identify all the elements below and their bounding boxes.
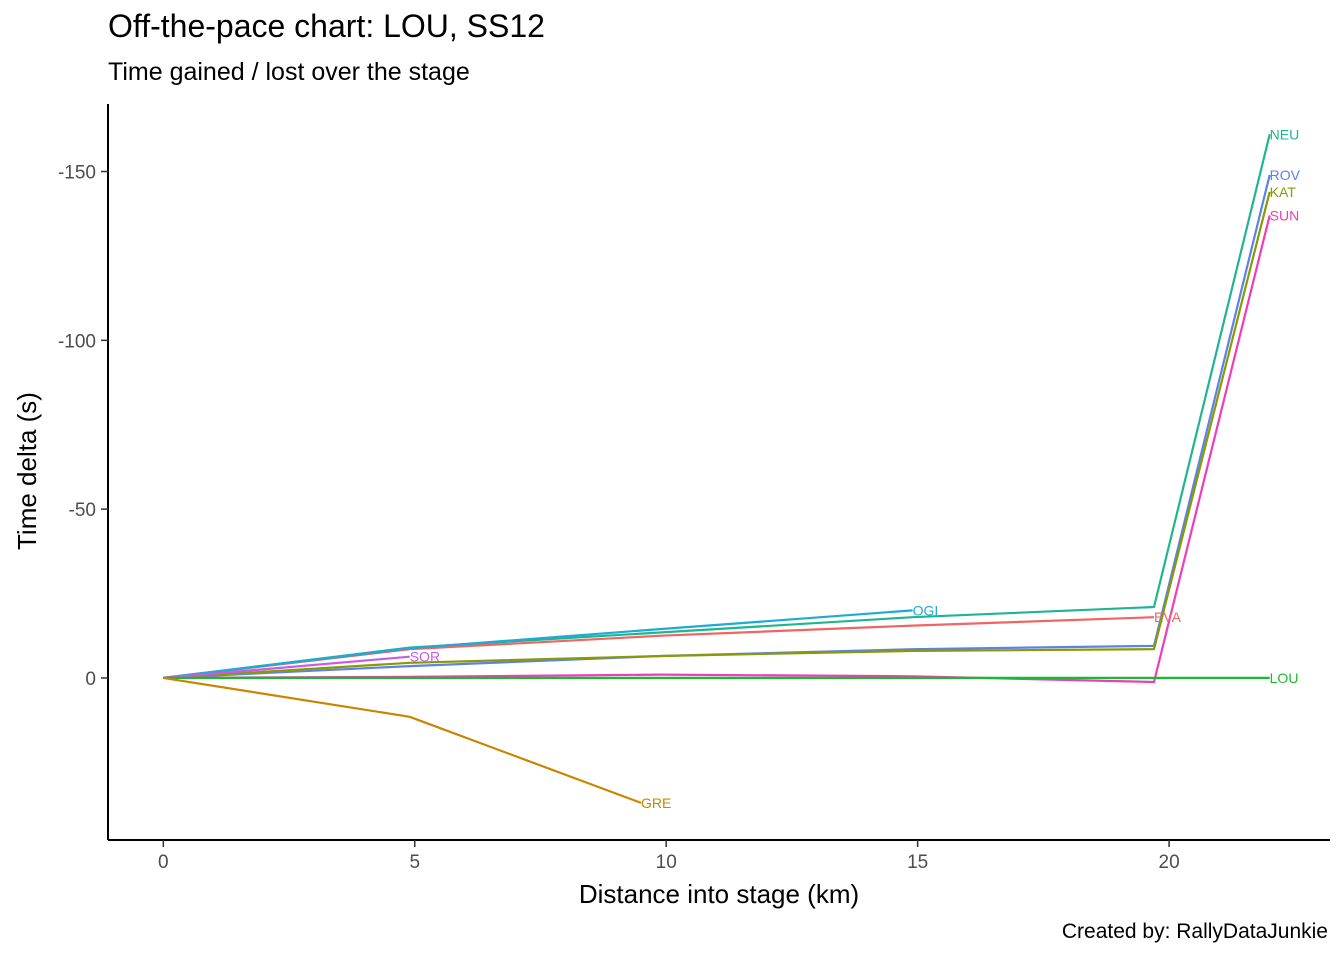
- y-tick-label: -150: [58, 163, 96, 184]
- y-tick-label: -50: [69, 500, 96, 521]
- chart-caption: Created by: RallyDataJunkie: [1061, 920, 1328, 943]
- series-line-gre: [163, 676, 642, 804]
- x-tick-label: 10: [656, 852, 677, 873]
- series-line-sor: [163, 655, 410, 679]
- y-axis-title: Time delta (s): [12, 392, 42, 550]
- series-label-sun: SUN: [1270, 207, 1300, 223]
- y-tick-label: -100: [58, 331, 96, 352]
- series-label-rov: ROV: [1270, 167, 1301, 183]
- series-label-sor: SOR: [410, 649, 440, 665]
- series-label-ogi: OGI: [913, 602, 939, 618]
- axes: 0 5 10 15 20 -150 -100 -50 0: [58, 104, 1330, 873]
- series-label-kat: KAT: [1270, 184, 1297, 200]
- series-label-lou: LOU: [1270, 670, 1299, 686]
- x-tick-label: 0: [158, 852, 169, 873]
- series-label-eva: EVA: [1154, 609, 1182, 625]
- x-tick-label: 5: [409, 852, 420, 873]
- series-line-rov: [163, 174, 1271, 679]
- series-line-neu: [163, 134, 1271, 679]
- chart-subtitle: Time gained / lost over the stage: [108, 58, 470, 86]
- series-label-neu: NEU: [1270, 126, 1300, 142]
- x-tick-label: 15: [907, 852, 928, 873]
- y-tick-label: 0: [85, 669, 96, 690]
- series-layer: [163, 134, 1271, 804]
- series-label-gre: GRE: [641, 795, 671, 811]
- chart-title: Off-the-pace chart: LOU, SS12: [108, 8, 545, 44]
- series-line-sun: [163, 215, 1271, 684]
- series-line-kat: [163, 191, 1271, 679]
- series-line-ogi: [163, 609, 913, 679]
- x-tick-label: 20: [1159, 852, 1180, 873]
- x-axis-title: Distance into stage (km): [579, 879, 859, 909]
